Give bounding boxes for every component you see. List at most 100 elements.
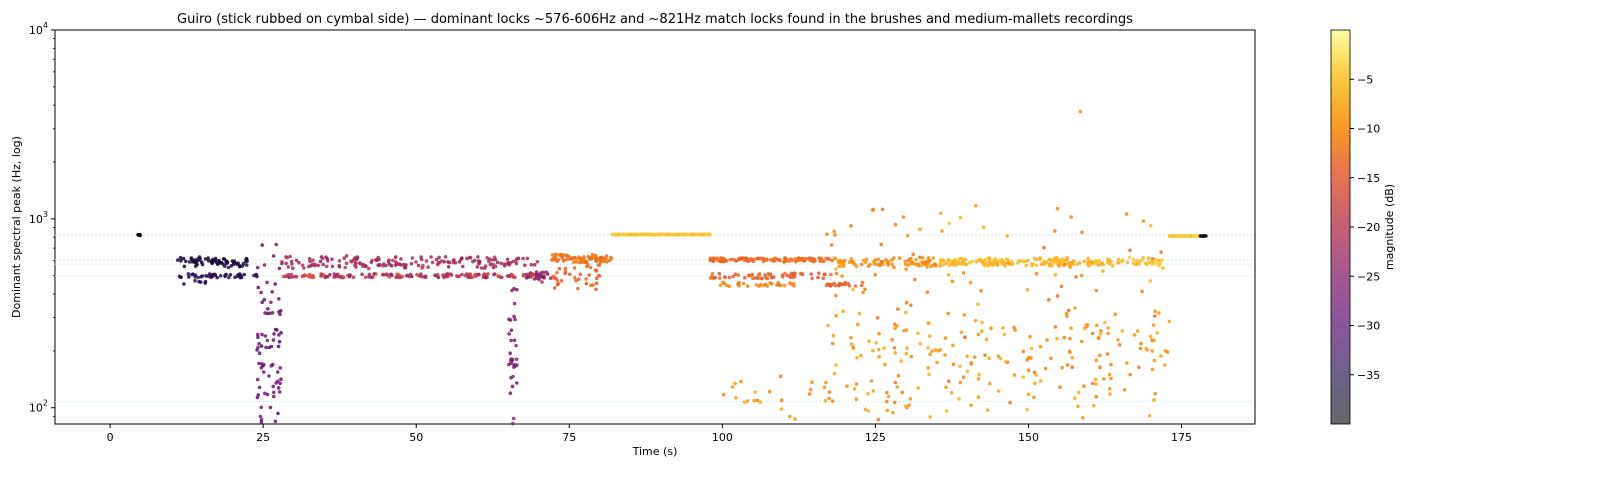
data-point [1034,271,1039,276]
data-point [1044,260,1049,265]
data-point [255,377,260,382]
data-point [1072,259,1076,263]
y-tick-label: 104 [29,21,48,37]
data-point [757,272,762,276]
data-point [993,258,997,263]
data-point [890,337,894,342]
data-point [364,264,368,269]
data-point [916,331,920,336]
data-point [1068,262,1072,267]
data-point [1188,234,1193,238]
data-point [286,272,291,277]
data-point [1034,373,1038,377]
data-point [1132,333,1137,337]
data-point [837,283,842,287]
data-point [584,281,589,286]
data-point [749,273,754,277]
data-point [1135,258,1139,263]
data-point [410,256,415,260]
data-point [931,256,936,260]
data-point [983,353,987,358]
colorbar-tick-label: −30 [1357,320,1380,333]
data-point [1151,323,1156,327]
data-point [213,273,218,277]
data-point [367,272,372,277]
data-point [320,256,325,261]
data-point [1149,223,1153,228]
data-point [968,280,973,285]
data-point [807,392,812,396]
data-point [1060,365,1064,370]
data-point [555,259,559,264]
data-point [485,255,489,260]
data-point [893,326,897,331]
data-point [710,271,715,276]
x-tick-label: 175 [1171,431,1192,444]
data-point [552,286,557,290]
data-point [1105,352,1110,356]
data-point [788,281,792,285]
data-point [733,381,737,386]
data-point [866,392,870,396]
data-point [347,273,352,277]
data-point [475,265,480,269]
data-point [528,271,533,275]
data-point [495,260,500,265]
data-point [998,356,1003,361]
data-point [961,375,966,380]
data-point [938,264,942,268]
data-point [753,276,757,280]
data-point [1099,328,1103,333]
data-point [261,370,266,374]
data-point [1150,349,1154,353]
data-point [849,256,853,261]
data-point [745,399,750,403]
data-point [1155,331,1159,335]
data-point [405,273,410,278]
data-point [460,264,465,269]
data-point [1070,365,1074,370]
data-point [1138,346,1143,351]
data-point [1039,262,1044,267]
data-point [1026,392,1031,397]
data-point [439,259,444,263]
data-point [828,284,833,288]
data-point [587,273,591,277]
data-point [990,262,994,266]
data-point [1128,248,1132,253]
data-point [976,377,981,381]
data-point [1028,334,1032,339]
data-point [267,374,271,378]
data-point [779,398,784,403]
data-point [1025,407,1029,412]
data-point [909,256,913,261]
data-point [300,263,305,268]
data-point [196,275,200,280]
data-point [1201,234,1206,238]
data-point [310,275,314,280]
data-point [256,393,261,397]
data-point [238,264,242,268]
data-point [274,381,279,385]
data-point [492,255,497,260]
data-point [903,259,907,264]
data-point [270,311,275,315]
data-point [487,259,491,264]
data-point [509,328,514,333]
data-point [1120,258,1125,263]
data-point [1062,262,1067,267]
data-point [1157,311,1161,315]
data-point [916,386,920,390]
data-point [532,277,537,281]
data-point [409,261,414,266]
data-point [344,254,349,258]
data-point [893,380,898,385]
data-point [394,275,398,280]
data-point [800,256,804,261]
data-point [579,260,583,265]
data-point [1053,229,1057,233]
data-point [951,261,956,266]
data-point [337,264,342,269]
data-point [980,320,984,325]
